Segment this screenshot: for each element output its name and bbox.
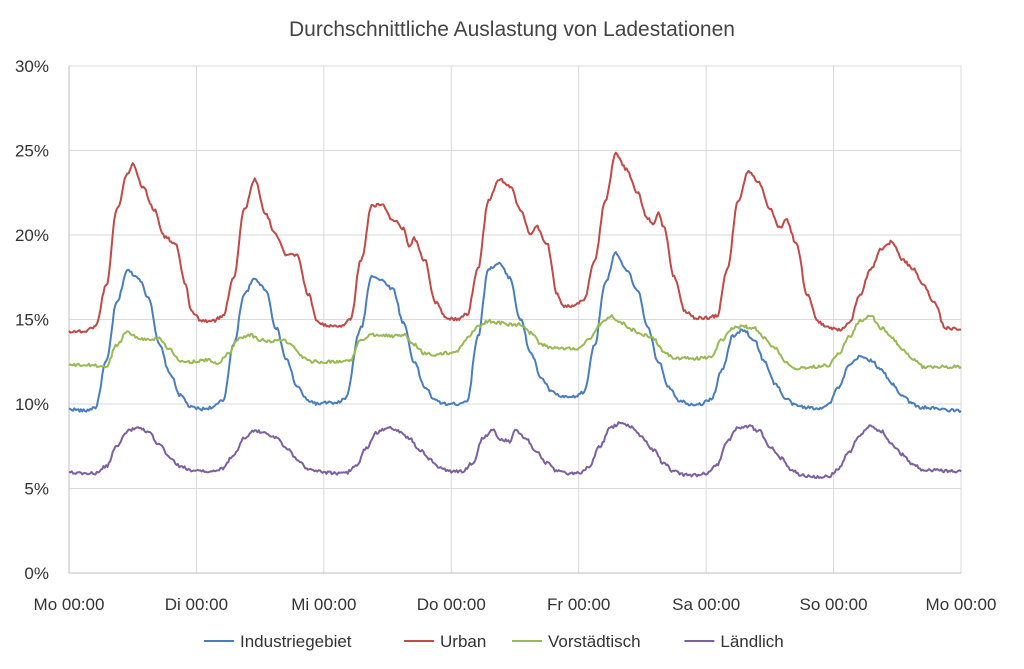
legend-label: Vorstädtisch (548, 632, 641, 651)
y-tick-label: 10% (15, 395, 49, 414)
legend-item: Vorstädtisch (512, 632, 641, 651)
chart-title: Durchschnittliche Auslastung von Ladesta… (289, 18, 735, 41)
series-line-1 (68, 151, 962, 334)
legend-item: Industriegebiet (204, 632, 352, 651)
series-line-2 (68, 314, 962, 371)
x-tick-label: So 00:00 (800, 595, 868, 614)
y-tick-label: 30% (15, 57, 49, 76)
y-tick-label: 5% (24, 480, 49, 499)
x-tick-label: Mi 00:00 (291, 595, 356, 614)
x-tick-label: Sa 00:00 (672, 595, 740, 614)
data-series (68, 151, 962, 479)
y-tick-label: 25% (15, 142, 49, 161)
x-tick-label: Fr 00:00 (547, 595, 610, 614)
legend: Industriegebiet Urban Vorstädtisch Ländlich (204, 632, 784, 651)
x-tick-label: Di 00:00 (165, 595, 228, 614)
y-tick-label: 0% (24, 564, 49, 583)
axes (68, 66, 961, 574)
x-tick-label: Mo 00:00 (34, 595, 105, 614)
legend-item: Urban (404, 632, 486, 651)
y-tick-label: 20% (15, 226, 49, 245)
legend-label: Industriegebiet (240, 632, 352, 651)
y-tick-label: 15% (15, 311, 49, 330)
x-axis-tick-labels: Mo 00:00 Di 00:00 Mi 00:00 Do 00:00 Fr 00:00… (34, 595, 997, 614)
legend-label: Urban (440, 632, 486, 651)
series-line-3 (68, 421, 962, 479)
legend-item: Ländlich (684, 632, 784, 651)
x-tick-label: Do 00:00 (417, 595, 486, 614)
legend-label: Ländlich (720, 632, 783, 651)
series-line-0 (68, 251, 962, 413)
y-axis-tick-labels: 0% 5% 10% 15% 20% 25% 30% (15, 57, 49, 583)
x-tick-label: Mo 00:00 (926, 595, 997, 614)
